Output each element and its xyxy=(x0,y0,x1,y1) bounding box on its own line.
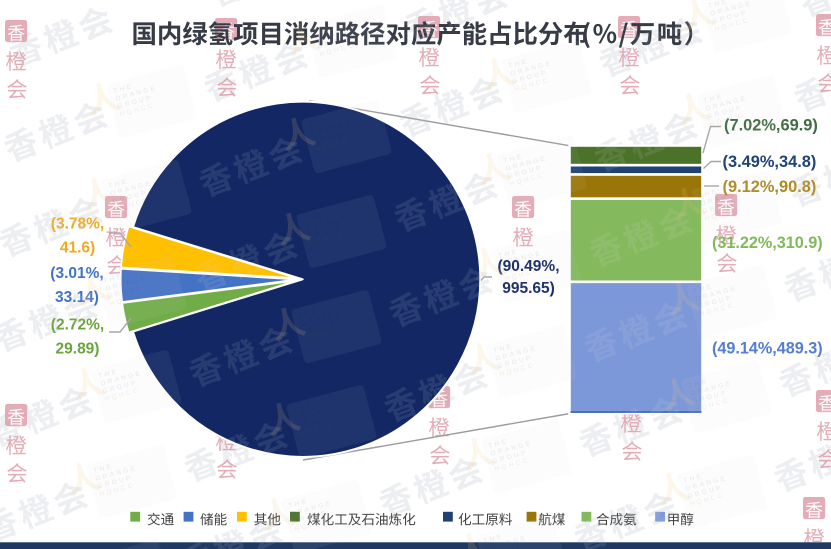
svg-text:995.65): 995.65) xyxy=(502,280,555,297)
svg-text:(90.49%,: (90.49%, xyxy=(497,258,559,275)
svg-text:(7.02%,69.9): (7.02%,69.9) xyxy=(724,117,818,135)
svg-text:(3.49%,34.8): (3.49%,34.8) xyxy=(723,153,817,171)
svg-text:(3.78%,: (3.78%, xyxy=(51,216,104,233)
svg-text:(49.14%,489.3): (49.14%,489.3) xyxy=(712,340,823,358)
svg-text:41.6): 41.6) xyxy=(60,240,95,257)
svg-text:THE: THE xyxy=(708,0,730,10)
svg-text:(31.22%,310.9): (31.22%,310.9) xyxy=(712,234,823,252)
svg-text:(3.01%,: (3.01%, xyxy=(50,265,103,282)
svg-text:29.89): 29.89) xyxy=(56,341,100,358)
